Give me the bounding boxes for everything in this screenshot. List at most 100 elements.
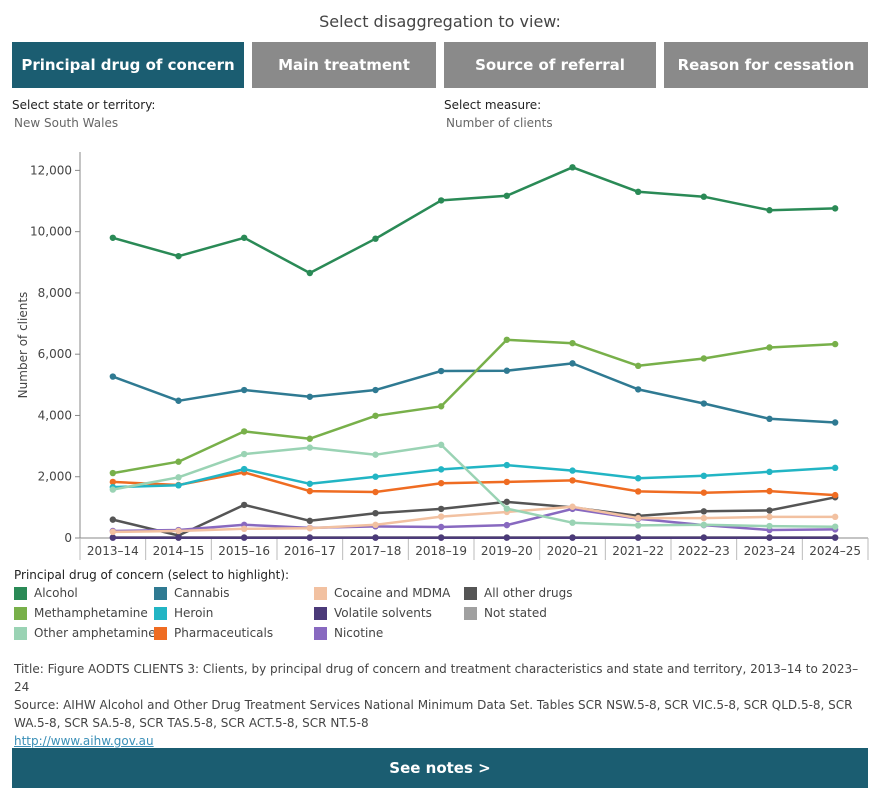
point-cocaine-and-mdma (831, 513, 839, 521)
point-heroin (831, 464, 839, 472)
series-line-methamphetamine (112, 338, 836, 475)
see-notes-button[interactable]: See notes > (12, 748, 868, 788)
point-volatile-solvents (700, 534, 708, 541)
legend-label: Alcohol (34, 586, 78, 600)
state-select-label: Select state or territory: (12, 98, 156, 112)
series-line-cocaine-and-mdma (112, 505, 836, 534)
point-other-amphetamines (634, 522, 642, 529)
point-cocaine-and-mdma (700, 514, 708, 522)
tab-main-treatment[interactable]: Main treatment (252, 42, 436, 88)
point-heroin (634, 475, 642, 482)
point-other-amphetamines (569, 519, 576, 526)
point-other-amphetamines (240, 450, 248, 458)
point-cannabis (569, 360, 576, 367)
x-tick-label: 2023–24 (744, 544, 796, 558)
point-alcohol (569, 164, 576, 171)
x-tick-label: 2014–15 (153, 544, 205, 558)
point-volatile-solvents (175, 534, 182, 541)
legend-label: Other amphetamines (34, 626, 162, 640)
legend-swatch (314, 627, 327, 640)
point-pharmaceuticals (503, 478, 511, 486)
point-all-other-drugs (503, 498, 511, 506)
point-volatile-solvents (569, 534, 576, 541)
point-alcohol (372, 235, 379, 242)
point-cannabis (109, 373, 117, 380)
y-tick-label: 4,000 (38, 408, 72, 422)
state-select[interactable]: New South Wales (14, 116, 119, 130)
point-cannabis (634, 386, 642, 393)
point-methamphetamine (503, 336, 511, 343)
legend-label: All other drugs (484, 586, 573, 600)
footer: Title: Figure AODTS CLIENTS 3: Clients, … (14, 660, 864, 750)
x-tick-label: 2018–19 (415, 544, 467, 558)
point-pharmaceuticals (109, 478, 117, 486)
legend-label: Heroin (174, 606, 214, 620)
point-alcohol (700, 193, 708, 200)
point-all-other-drugs (372, 509, 379, 517)
legend-label: Cocaine and MDMA (334, 586, 451, 600)
point-pharmaceuticals (831, 491, 839, 499)
point-volatile-solvents (109, 534, 117, 541)
point-pharmaceuticals (569, 477, 576, 484)
point-heroin (437, 466, 445, 473)
legend-swatch (314, 587, 327, 600)
point-methamphetamine (437, 403, 445, 410)
point-alcohol (766, 207, 773, 214)
point-methamphetamine (634, 362, 642, 370)
point-cocaine-and-mdma (634, 514, 642, 522)
point-volatile-solvents (766, 534, 773, 541)
legend-label: Volatile solvents (334, 606, 432, 620)
series-line-cannabis (112, 362, 836, 424)
point-cannabis (306, 393, 314, 400)
point-pharmaceuticals (766, 487, 773, 495)
point-volatile-solvents (306, 534, 314, 541)
point-heroin (700, 472, 708, 480)
point-volatile-solvents (831, 534, 839, 541)
point-cocaine-and-mdma (437, 513, 445, 520)
tab-principal-drug[interactable]: Principal drug of concern (12, 42, 244, 88)
legend-label: Cannabis (174, 586, 230, 600)
x-tick-label: 2020–21 (547, 544, 599, 558)
point-nicotine (437, 523, 445, 531)
measure-select[interactable]: Number of clients (446, 116, 553, 130)
y-tick-label: 10,000 (30, 225, 72, 239)
point-methamphetamine (109, 469, 117, 477)
x-tick-label: 2019–20 (481, 544, 533, 558)
aihw-link[interactable]: http://www.aihw.gov.au (14, 734, 154, 748)
point-pharmaceuticals (634, 488, 642, 495)
point-all-other-drugs (240, 501, 248, 509)
point-cannabis (372, 386, 379, 394)
x-tick-label: 2021–22 (612, 544, 664, 558)
point-cocaine-and-mdma (240, 525, 248, 533)
point-cannabis (503, 367, 511, 374)
point-other-amphetamines (503, 505, 511, 512)
point-volatile-solvents (634, 534, 642, 541)
x-tick-label: 2024–25 (809, 544, 861, 558)
legend-swatch (14, 607, 27, 620)
tab-source-of-referral[interactable]: Source of referral (444, 42, 656, 88)
point-methamphetamine (831, 340, 839, 348)
point-alcohol (109, 234, 117, 241)
point-alcohol (437, 197, 445, 204)
point-cannabis (831, 419, 839, 426)
series-line-pharmaceuticals (112, 471, 836, 497)
series-line-alcohol (112, 166, 836, 275)
figure-title: Title: Figure AODTS CLIENTS 3: Clients, … (14, 662, 859, 694)
y-tick-label: 2,000 (38, 470, 72, 484)
legend-swatch (314, 607, 327, 620)
legend-swatch (14, 587, 27, 600)
point-methamphetamine (700, 355, 708, 362)
point-other-amphetamines (437, 441, 445, 449)
tab-reason-for-cessation[interactable]: Reason for cessation (664, 42, 868, 88)
series-line-all-other-drugs (112, 496, 836, 537)
point-pharmaceuticals (306, 487, 314, 495)
point-heroin (503, 461, 511, 469)
point-other-amphetamines (831, 523, 839, 530)
point-heroin (569, 467, 576, 474)
point-heroin (372, 473, 379, 480)
point-all-other-drugs (306, 517, 314, 525)
point-methamphetamine (175, 458, 182, 465)
point-other-amphetamines (372, 451, 379, 458)
point-cannabis (240, 386, 248, 394)
legend: Principal drug of concern (select to hig… (14, 568, 614, 640)
